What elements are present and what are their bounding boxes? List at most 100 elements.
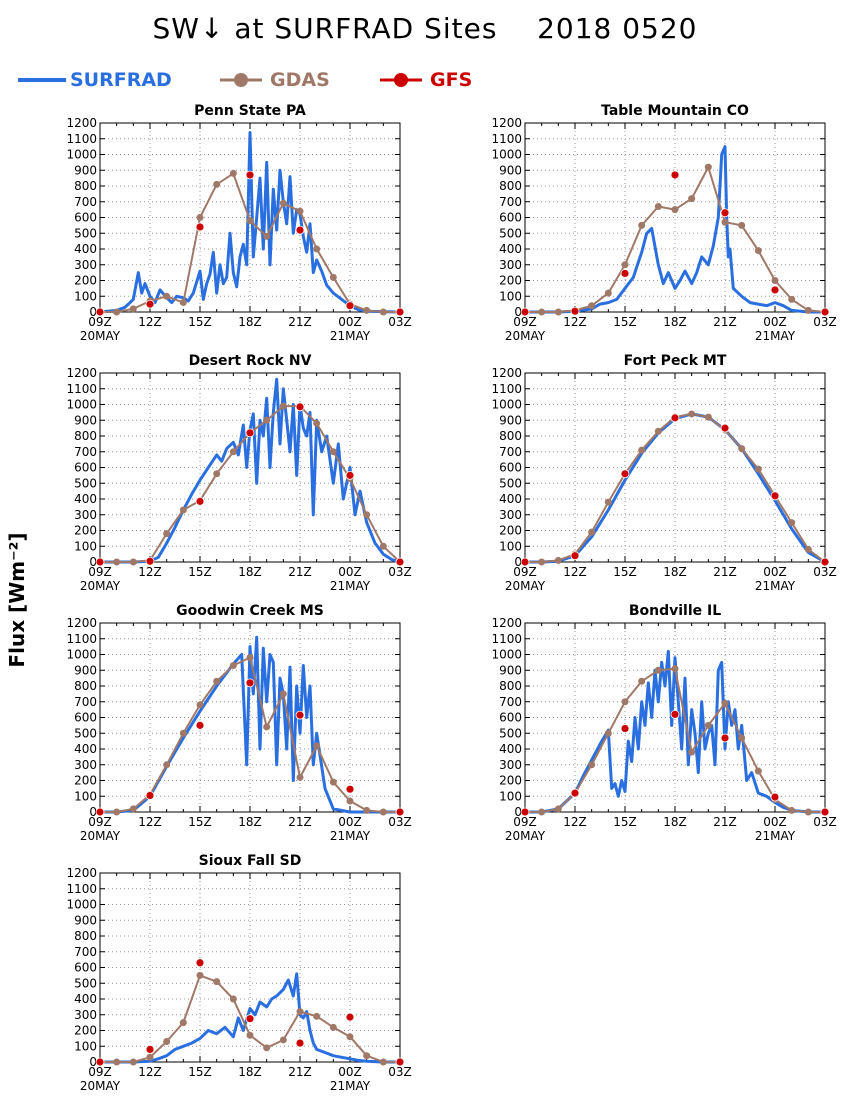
panel-title: Penn State PA <box>194 103 306 119</box>
y-tick-label: 100 <box>499 289 522 303</box>
point-gdas <box>804 306 812 314</box>
panel-1: Table Mountain CO01002003004005006007008… <box>491 103 836 343</box>
plot-frame <box>99 622 401 813</box>
y-tick-label: 300 <box>74 508 97 522</box>
plot-frame <box>524 122 826 313</box>
point-gfs <box>570 306 580 316</box>
y-tick-label: 900 <box>499 663 522 677</box>
point-gdas <box>604 498 612 506</box>
y-tick-label: 400 <box>499 242 522 256</box>
y-tick-label: 1000 <box>66 898 97 912</box>
chart-title: SW↓ at SURFRAD Sites 2018 0520 <box>152 12 698 45</box>
x-tick-label: 21Z <box>713 815 737 829</box>
point-gdas <box>588 528 596 536</box>
point-gdas <box>263 416 271 424</box>
point-gdas <box>346 797 354 805</box>
point-gdas <box>296 207 304 215</box>
y-tick-label: 600 <box>74 461 97 475</box>
y-tick-label: 1100 <box>491 632 522 646</box>
panel-title: Goodwin Creek MS <box>176 603 324 619</box>
y-tick-label: 500 <box>499 226 522 240</box>
point-gdas <box>213 470 221 478</box>
point-gfs <box>720 423 730 433</box>
x-tick-label: 00Z <box>763 315 787 329</box>
x-tick-label: 12Z <box>138 565 162 579</box>
panel-title: Fort Peck MT <box>624 353 727 369</box>
point-gfs <box>345 1012 355 1022</box>
point-gdas <box>279 199 287 207</box>
point-gdas <box>788 295 796 303</box>
point-gdas <box>754 247 762 255</box>
x-tick-label: 18Z <box>238 1065 262 1079</box>
y-tick-label: 1000 <box>66 398 97 412</box>
y-tick-label: 1000 <box>66 148 97 162</box>
y-tick-label: 800 <box>74 929 97 943</box>
y-tick-label: 700 <box>74 945 97 959</box>
point-gdas <box>671 206 679 214</box>
point-gdas <box>196 971 204 979</box>
y-tick-label: 200 <box>74 774 97 788</box>
point-gdas <box>329 778 337 786</box>
x-date-label: 20MAY <box>80 329 121 343</box>
point-gdas <box>554 308 562 316</box>
x-tick-label: 12Z <box>563 315 587 329</box>
point-gdas <box>179 729 187 737</box>
legend-label-surfrad: SURFRAD <box>70 69 172 91</box>
y-tick-label: 100 <box>74 539 97 553</box>
y-tick-label: 700 <box>499 195 522 209</box>
point-gdas <box>296 1008 304 1016</box>
series-line-surfrad <box>100 377 401 564</box>
point-gdas <box>538 308 546 316</box>
x-tick-label: 21Z <box>288 565 312 579</box>
panel-title: Bondville IL <box>629 603 721 619</box>
panel-title: Desert Rock NV <box>189 353 312 369</box>
point-gdas <box>721 699 729 707</box>
point-gdas <box>379 308 387 316</box>
x-date-label: 21MAY <box>755 579 796 593</box>
point-gdas <box>738 734 746 742</box>
x-date-label: 21MAY <box>330 1079 371 1093</box>
point-gfs <box>670 413 680 423</box>
point-gdas <box>788 806 796 814</box>
y-tick-label: 300 <box>74 1008 97 1022</box>
point-gfs <box>245 1014 255 1024</box>
point-gdas <box>146 1053 154 1061</box>
point-gdas <box>379 542 387 550</box>
point-gfs <box>245 678 255 688</box>
point-gdas <box>604 289 612 297</box>
legend-label-gdas: GDAS <box>270 69 330 91</box>
point-gdas <box>113 308 121 316</box>
point-gdas <box>538 808 546 816</box>
y-tick-label: 900 <box>74 413 97 427</box>
panel-3: Fort Peck MT0100200300400500600700800900… <box>491 353 836 593</box>
point-gdas <box>313 742 321 750</box>
panel-5: Bondville IL0100200300400500600700800900… <box>491 603 836 843</box>
point-gdas <box>654 666 662 674</box>
point-gfs <box>570 788 580 798</box>
x-tick-label: 18Z <box>238 315 262 329</box>
series-line-surfrad <box>100 972 400 1064</box>
x-tick-label: 12Z <box>563 565 587 579</box>
y-tick-label: 500 <box>74 726 97 740</box>
point-gdas <box>163 1038 171 1046</box>
point-gdas <box>554 805 562 813</box>
x-tick-label: 15Z <box>188 565 212 579</box>
y-tick-label: 800 <box>499 179 522 193</box>
point-gfs <box>195 496 205 506</box>
x-tick-label: 03Z <box>813 315 837 329</box>
x-date-label: 20MAY <box>505 829 546 843</box>
y-tick-label: 1100 <box>66 632 97 646</box>
point-gfs <box>95 1057 105 1067</box>
y-tick-label: 500 <box>499 726 522 740</box>
y-tick-label: 0 <box>514 555 522 569</box>
point-gfs <box>720 208 730 218</box>
point-gfs <box>195 720 205 730</box>
point-gdas <box>754 767 762 775</box>
point-gdas <box>229 662 237 670</box>
point-gfs <box>395 307 405 317</box>
point-gfs <box>820 557 830 567</box>
point-gdas <box>654 427 662 435</box>
x-tick-label: 00Z <box>338 1065 362 1079</box>
y-tick-label: 600 <box>74 211 97 225</box>
